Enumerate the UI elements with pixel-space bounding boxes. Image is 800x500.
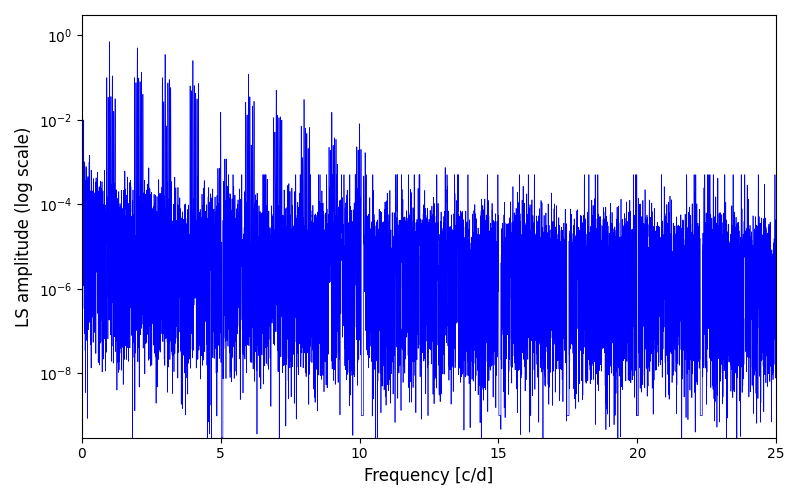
Y-axis label: LS amplitude (log scale): LS amplitude (log scale): [15, 126, 33, 326]
X-axis label: Frequency [c/d]: Frequency [c/d]: [364, 467, 494, 485]
